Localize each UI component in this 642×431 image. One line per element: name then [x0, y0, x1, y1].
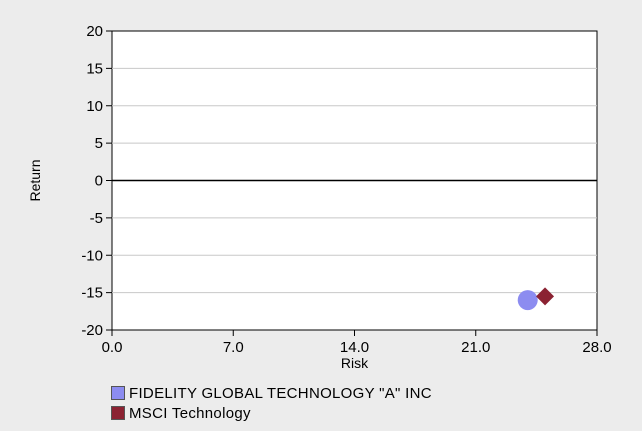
x-tick-label: 21.0	[461, 339, 490, 356]
legend-item-fund: FIDELITY GLOBAL TECHNOLOGY "A" INC	[111, 383, 432, 403]
x-axis-ticks: 0.0 7.0 14.0 21.0 28.0	[102, 330, 612, 356]
y-tick-label: 15	[86, 60, 103, 77]
legend-swatch-fund	[111, 386, 125, 400]
y-tick-label: 20	[86, 23, 103, 40]
legend-swatch-benchmark	[111, 406, 125, 420]
y-tick-label: 5	[95, 135, 103, 152]
x-tick-label: 14.0	[340, 339, 369, 356]
y-axis-title: Return	[27, 159, 43, 201]
legend: FIDELITY GLOBAL TECHNOLOGY "A" INC MSCI …	[111, 383, 432, 423]
data-points	[517, 287, 555, 311]
y-tick-label: -20	[81, 322, 103, 339]
x-tick-label: 0.0	[102, 339, 123, 356]
data-point-benchmark	[536, 287, 555, 306]
legend-label-fund: FIDELITY GLOBAL TECHNOLOGY "A" INC	[129, 384, 432, 402]
x-axis-title: Risk	[341, 355, 369, 371]
y-tick-label: 0	[95, 173, 103, 190]
y-axis-ticks: 20 15 10 5 0 -5 -10 -15 -20	[81, 23, 112, 339]
y-tick-label: -15	[81, 285, 103, 302]
grid-lines	[112, 67, 597, 294]
y-tick-label: -10	[81, 247, 103, 264]
data-point-fund	[517, 290, 538, 311]
legend-item-benchmark: MSCI Technology	[111, 403, 432, 423]
y-tick-label: -5	[90, 210, 103, 227]
legend-label-benchmark: MSCI Technology	[129, 404, 251, 422]
y-tick-label: 10	[86, 98, 103, 115]
x-tick-label: 28.0	[582, 339, 611, 356]
x-tick-label: 7.0	[223, 339, 244, 356]
